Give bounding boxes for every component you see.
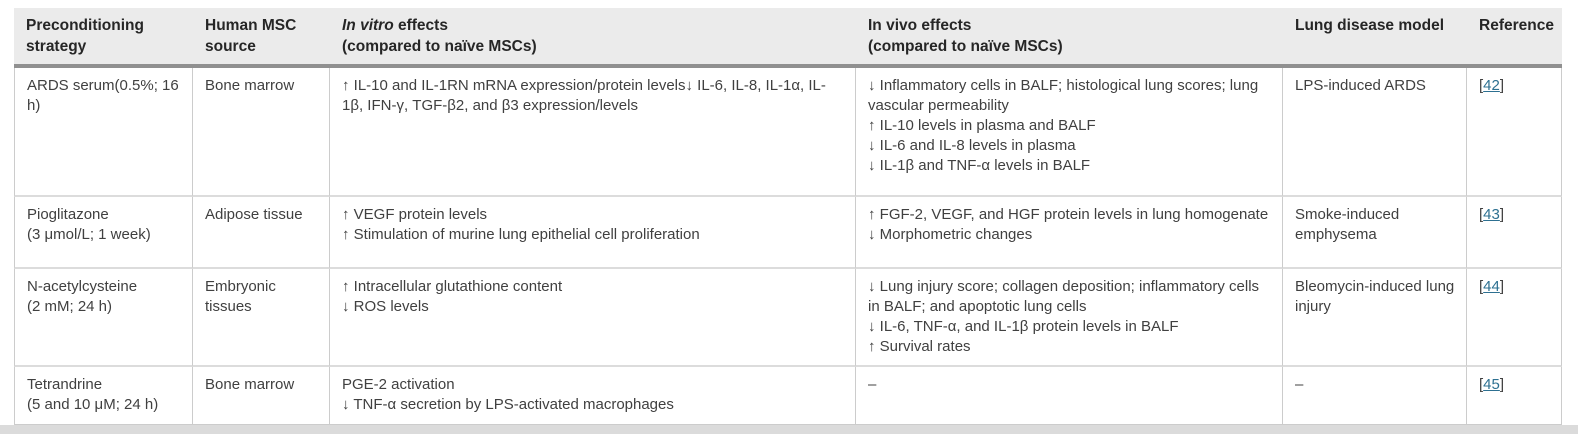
- invivo-line: ↓ IL-6 and IL-8 levels in plasma: [868, 137, 1076, 154]
- reference-cell: [42]: [1467, 68, 1562, 197]
- invivo-line: ↑ Survival rates: [868, 338, 971, 355]
- strategy-cell: Tetrandrine (5 and 10 μM; 24 h): [14, 367, 193, 425]
- table-header: Preconditioning strategy Human MSC sourc…: [14, 8, 1562, 68]
- invivo-line: ↓ IL-6, TNF-α, and IL-1β protein levels …: [868, 318, 1179, 335]
- invitro-line: ↑ Stimulation of murine lung epithelial …: [342, 226, 700, 243]
- strategy-text: N-acetylcysteine: [27, 278, 138, 295]
- table-row: Tetrandrine (5 and 10 μM; 24 h) Bone mar…: [14, 367, 1562, 425]
- msc-preconditioning-table: Preconditioning strategy Human MSC sourc…: [14, 8, 1562, 425]
- reference-link[interactable]: 44: [1483, 278, 1500, 295]
- ref-open-bracket: [: [1479, 206, 1484, 223]
- invivo-line: ↓ Inflammatory cells in BALF; histologic…: [868, 77, 1259, 114]
- invitro-line: ↓ ROS levels: [342, 298, 429, 315]
- model-cell: Bleomycin-induced lung injury: [1283, 269, 1467, 367]
- model-cell: Smoke-induced emphysema: [1283, 197, 1467, 269]
- invivo-line: ↓ IL-1β and TNF-α levels in BALF: [868, 157, 1091, 174]
- strategy-text: ARDS serum(0.5%; 16 h): [27, 77, 179, 114]
- strategy-dose: (3 μmol/L; 1 week): [27, 226, 151, 243]
- reference-cell: [45]: [1467, 367, 1562, 425]
- invivo-subtitle: (compared to naïve MSCs): [868, 38, 1063, 55]
- source-cell: Bone marrow: [193, 68, 330, 197]
- ref-open-bracket: [: [1479, 376, 1484, 393]
- header-invitro-effects: In vitro effects (compared to naïve MSCs…: [330, 8, 856, 68]
- invitro-line: ↑ IL-10 and IL-1RN mRNA expression/prote…: [342, 77, 826, 114]
- header-human-msc-source: Human MSC source: [193, 8, 330, 68]
- source-cell: Embryonic tissues: [193, 269, 330, 367]
- strategy-text: Tetrandrine: [27, 376, 103, 393]
- invivo-line: ↓ Morphometric changes: [868, 226, 1033, 243]
- table-row: ARDS serum(0.5%; 16 h) Bone marrow ↑ IL-…: [14, 68, 1562, 197]
- invitro-line: PGE-2 activation: [342, 376, 455, 393]
- model-cell: LPS-induced ARDS: [1283, 68, 1467, 197]
- invitro-cell: ↑ Intracellular glutathione content ↓ RO…: [330, 269, 856, 367]
- invivo-cell: ↓ Inflammatory cells in BALF; histologic…: [856, 68, 1283, 197]
- invivo-line: ↓ Lung injury score; collagen deposition…: [868, 278, 1260, 315]
- source-cell: Adipose tissue: [193, 197, 330, 269]
- reference-link[interactable]: 45: [1483, 376, 1500, 393]
- invitro-cell: ↑ VEGF protein levels ↑ Stimulation of m…: [330, 197, 856, 269]
- strategy-cell: Pioglitazone (3 μmol/L; 1 week): [14, 197, 193, 269]
- header-lung-disease-model: Lung disease model: [1283, 8, 1467, 68]
- invitro-line: ↑ VEGF protein levels: [342, 206, 488, 223]
- header-reference: Reference: [1467, 8, 1562, 68]
- strategy-cell: N-acetylcysteine (2 mM; 24 h): [14, 269, 193, 367]
- invivo-cell: –: [856, 367, 1283, 425]
- source-cell: Bone marrow: [193, 367, 330, 425]
- reference-cell: [44]: [1467, 269, 1562, 367]
- ref-open-bracket: [: [1479, 278, 1484, 295]
- table-row: N-acetylcysteine (2 mM; 24 h) Embryonic …: [14, 269, 1562, 367]
- invivo-line: –: [868, 376, 877, 393]
- strategy-cell: ARDS serum(0.5%; 16 h): [14, 68, 193, 197]
- invitro-subtitle: (compared to naïve MSCs): [342, 38, 537, 55]
- invivo-cell: ↓ Lung injury score; collagen deposition…: [856, 269, 1283, 367]
- invivo-cell: ↑ FGF-2, VEGF, and HGF protein levels in…: [856, 197, 1283, 269]
- ref-close-bracket: ]: [1499, 77, 1505, 94]
- reference-cell: [43]: [1467, 197, 1562, 269]
- preconditioning-table-wrap: Preconditioning strategy Human MSC sourc…: [14, 8, 1562, 425]
- table-row: Pioglitazone (3 μmol/L; 1 week) Adipose …: [14, 197, 1562, 269]
- header-preconditioning-strategy: Preconditioning strategy: [14, 8, 193, 68]
- ref-open-bracket: [: [1479, 77, 1484, 94]
- ref-close-bracket: ]: [1499, 376, 1505, 393]
- strategy-text: Pioglitazone: [27, 206, 109, 223]
- bottom-strip: [0, 425, 1578, 434]
- strategy-dose: (5 and 10 μM; 24 h): [27, 396, 159, 413]
- invitro-line: ↓ TNF-α secretion by LPS-activated macro…: [342, 396, 674, 413]
- invitro-line: ↑ Intracellular glutathione content: [342, 278, 563, 295]
- invitro-cell: PGE-2 activation ↓ TNF-α secretion by LP…: [330, 367, 856, 425]
- invitro-rest: effects: [393, 17, 448, 34]
- strategy-dose: (2 mM; 24 h): [27, 298, 113, 315]
- invivo-line: ↑ FGF-2, VEGF, and HGF protein levels in…: [868, 206, 1269, 223]
- header-invivo-effects: In vivo effects (compared to naïve MSCs): [856, 8, 1283, 68]
- invitro-italic: In vitro: [342, 17, 394, 34]
- invivo-title: In vivo effects: [868, 17, 972, 34]
- invivo-line: ↑ IL-10 levels in plasma and BALF: [868, 117, 1096, 134]
- reference-link[interactable]: 42: [1483, 77, 1500, 94]
- ref-close-bracket: ]: [1499, 278, 1505, 295]
- invitro-cell: ↑ IL-10 and IL-1RN mRNA expression/prote…: [330, 68, 856, 197]
- ref-close-bracket: ]: [1499, 206, 1505, 223]
- reference-link[interactable]: 43: [1483, 206, 1500, 223]
- model-cell: –: [1283, 367, 1467, 425]
